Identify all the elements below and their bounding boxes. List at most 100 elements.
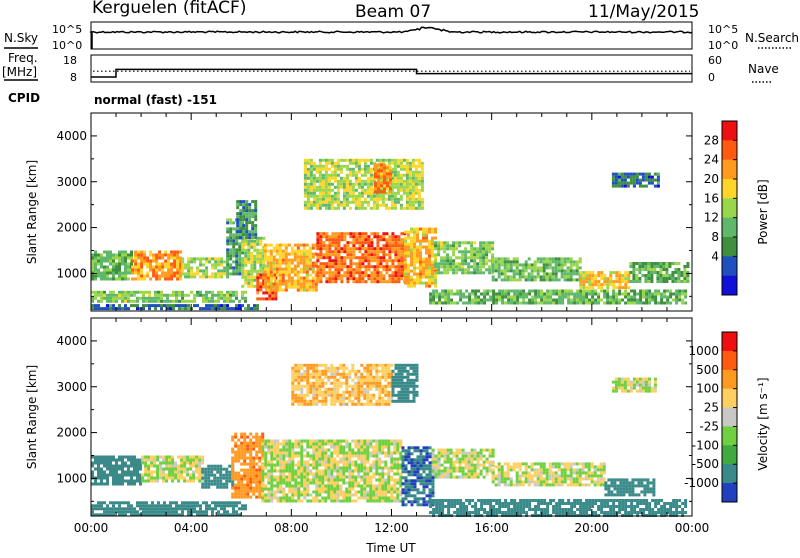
heatmap-cell (582, 271, 585, 274)
heatmap-cell (253, 261, 256, 264)
heatmap-cell (121, 471, 124, 474)
heatmap-cell (253, 276, 256, 279)
heatmap-cell (612, 182, 615, 185)
heatmap-cell (174, 477, 177, 480)
heatmap-cell (240, 490, 243, 493)
heatmap-cell (382, 159, 385, 162)
heatmap-cell (222, 474, 225, 477)
heatmap-cell (372, 491, 375, 494)
heatmap-cell (421, 201, 424, 204)
heatmap-cell (325, 235, 328, 238)
nave-tick-bottom: 0 (708, 71, 715, 84)
heatmap-cell (444, 302, 447, 305)
heatmap-cell (677, 274, 680, 277)
heatmap-cell (555, 290, 558, 293)
heatmap-cell (352, 232, 355, 235)
heatmap-cell (193, 257, 196, 260)
heatmap-cell (342, 440, 345, 443)
heatmap-cell (186, 456, 189, 459)
heatmap-cell (325, 165, 328, 168)
heatmap-cell (303, 244, 306, 247)
heatmap-cell (348, 467, 351, 470)
heatmap-cell (413, 273, 416, 276)
heatmap-cell (525, 278, 528, 281)
heatmap-cell (375, 452, 378, 455)
heatmap-cell (189, 462, 192, 465)
heatmap-cell (382, 265, 385, 268)
heatmap-cell (321, 500, 324, 503)
heatmap-cell (171, 465, 174, 468)
heatmap-cell (250, 307, 253, 310)
heatmap-cell (485, 256, 488, 259)
heatmap-cell (186, 462, 189, 465)
heatmap-cell (354, 500, 357, 503)
heatmap-cell (349, 171, 352, 174)
heatmap-cell (219, 468, 222, 471)
heatmap-cell (322, 189, 325, 192)
heatmap-cell (367, 244, 370, 247)
heatmap-cell (415, 165, 418, 168)
heatmap-cell (254, 230, 257, 233)
heatmap-cell (303, 262, 306, 265)
heatmap-cell (285, 446, 288, 449)
heatmap-cell (248, 203, 251, 206)
heatmap-cell (231, 436, 234, 439)
heatmap-cell (241, 261, 244, 264)
heatmap-cell (220, 260, 223, 263)
heatmap-cell (170, 257, 173, 260)
heatmap-cell (220, 294, 223, 297)
heatmap-cell (376, 250, 379, 253)
heatmap-cell (133, 474, 136, 477)
heatmap-cell (318, 458, 321, 461)
heatmap-cell (339, 485, 342, 488)
heatmap-cell (291, 464, 294, 467)
heatmap-cell (109, 257, 112, 260)
heatmap-cell (349, 262, 352, 265)
heatmap-cell (285, 482, 288, 485)
heatmap-cell (237, 445, 240, 448)
heatmap-cell (300, 476, 303, 479)
heatmap-cell (615, 185, 618, 188)
heatmap-cell (684, 296, 687, 299)
heatmap-cell (473, 259, 476, 262)
heatmap-cell (355, 189, 358, 192)
heatmap-cell (669, 290, 672, 293)
heatmap-cell (546, 302, 549, 305)
heatmap-cell (333, 476, 336, 479)
heatmap-cell (285, 286, 288, 289)
heatmap-cell (240, 493, 243, 496)
heatmap-cell (372, 476, 375, 479)
heatmap-cell (644, 274, 647, 277)
heatmap-cell (564, 257, 567, 260)
heatmap-cell (360, 470, 363, 473)
heatmap-cell (479, 250, 482, 253)
heatmap-cell (202, 257, 205, 260)
heatmap-cell (168, 456, 171, 459)
heatmap-cell (258, 493, 261, 496)
heatmap-cell (94, 266, 97, 269)
heatmap-cell (546, 272, 549, 275)
heatmap-cell (665, 274, 668, 277)
heatmap-cell (258, 490, 261, 493)
heatmap-cell (306, 452, 309, 455)
heatmap-cell (489, 299, 492, 302)
heatmap-cell (238, 248, 241, 251)
heatmap-cell (315, 482, 318, 485)
heatmap-cell (223, 266, 226, 269)
heatmap-cell (238, 269, 241, 272)
heatmap-cell (267, 277, 270, 280)
heatmap-cell (428, 273, 431, 276)
heatmap-cell (145, 300, 148, 303)
heatmap-cell (153, 477, 156, 480)
heatmap-cell (303, 277, 306, 280)
heatmap-cell (412, 189, 415, 192)
heatmap-cell (245, 200, 248, 203)
heatmap-cell (210, 465, 213, 468)
heatmap-cell (627, 302, 630, 305)
heatmap-cell (537, 293, 540, 296)
heatmap-cell (382, 201, 385, 204)
heatmap-cell (285, 461, 288, 464)
heatmap-cell (346, 268, 349, 271)
heatmap-cell (322, 262, 325, 265)
heatmap-cell (140, 272, 143, 275)
